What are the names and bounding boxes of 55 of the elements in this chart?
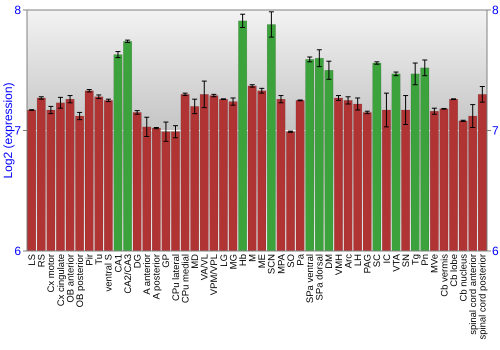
- y2-tick-label: 7: [492, 124, 499, 138]
- x-tick-label: MPA: [276, 253, 288, 274]
- x-tick-label: spinal cord anterior: [468, 254, 480, 335]
- x-tick-label: OB anterior: [65, 254, 76, 303]
- x-tick-label: DG: [132, 254, 144, 268]
- y-axis-title: Log2 (expression): [1, 82, 15, 179]
- x-tick-label: RS: [36, 254, 48, 268]
- x-tick-label: Cx cingulate: [56, 254, 67, 306]
- x-tick-label: DM: [324, 254, 336, 269]
- x-tick-label: SPa ventral: [305, 254, 316, 304]
- x-tick-label: MG: [228, 254, 240, 270]
- x-tick-label: Cb lobe: [448, 254, 460, 287]
- x-tick-label: Cx motor: [46, 254, 58, 293]
- x-tick-label: M: [248, 254, 259, 262]
- x-tick-label: GP: [161, 254, 172, 268]
- x-tick-label: CA2/CA3: [122, 254, 134, 294]
- x-tick-label: Arc: [343, 254, 354, 268]
- x-tick-label: CPu lateral: [170, 254, 182, 301]
- x-tick-label: VMH: [334, 254, 345, 276]
- x-tick-label: MD: [190, 254, 202, 269]
- x-tick-label: PAG: [362, 254, 374, 274]
- x-tick-label: LS: [27, 254, 38, 266]
- x-tick-label: Pn: [420, 254, 432, 266]
- x-tick-label: SPa dorsal: [314, 254, 326, 300]
- x-tick-label: Cb vermis: [439, 254, 450, 297]
- x-tick-label: Tg: [410, 254, 422, 266]
- x-tick-label: SCN: [266, 254, 278, 274]
- x-tick-label: SN: [400, 254, 412, 268]
- x-tick-label: MVe: [430, 254, 441, 274]
- x-tick-label: OB posterior: [74, 254, 86, 308]
- y-tick-label: 8: [14, 3, 22, 18]
- x-tick-label: Pir: [84, 254, 96, 266]
- x-tick-label: VA/VL: [200, 254, 211, 280]
- x-tick-label: A posterior: [152, 254, 163, 300]
- x-tick-label: Cb nucleus: [458, 254, 470, 302]
- x-tick-label: SO: [286, 254, 297, 268]
- y2-tick-label: 8: [492, 3, 499, 18]
- x-tick-label: Tu: [94, 254, 106, 265]
- x-tick-label: IC: [382, 254, 393, 264]
- y-tick-label: 7: [14, 124, 22, 138]
- x-tick-label: CA1: [113, 254, 124, 272]
- x-tick-label: SC: [372, 254, 384, 268]
- x-tick-label: VPM/VPL: [209, 254, 220, 296]
- y-tick-label: 6: [14, 244, 22, 258]
- x-tick-label: ventral S: [104, 254, 115, 292]
- x-tick-label: Pa: [295, 253, 306, 266]
- x-tick-label: spinal cord posterior: [478, 254, 489, 340]
- x-tick-label: A anterior: [142, 254, 154, 295]
- x-tick-label: LH: [352, 254, 364, 266]
- x-tick-label: VTA: [391, 253, 402, 272]
- y2-tick-label: 6: [492, 244, 499, 258]
- x-tick-label: LG: [218, 254, 230, 267]
- x-tick-label: CPu medial: [180, 254, 192, 304]
- x-tick-label: ME: [257, 254, 268, 268]
- x-tick-label: Hb: [238, 254, 249, 266]
